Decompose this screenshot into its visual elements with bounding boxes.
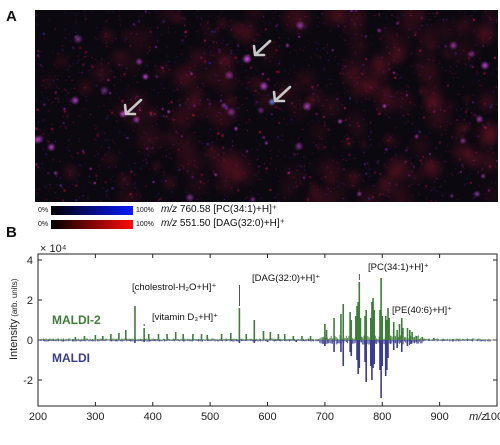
mz-label: m/z (161, 204, 178, 215)
legend-min-label: 0% (38, 207, 49, 214)
ion-text: 551.50 [DAG(32:0)+H]⁺ (179, 218, 285, 229)
arrow-icon (272, 85, 292, 103)
y-tick-label: 2 (27, 295, 33, 307)
x-tick-label: 200 (29, 411, 47, 423)
x-tick-label: 800 (373, 411, 391, 423)
panel-b-label: B (6, 224, 17, 241)
peak-annotation: [vitamin D₃+H]⁺ (152, 312, 218, 323)
exponent-label: × 10⁴ (40, 243, 67, 255)
x-tick-label: 300 (86, 411, 104, 423)
x-axis-title: m/z (469, 411, 487, 423)
legend-max-label: 100% (136, 221, 154, 228)
x-tick-label: 400 (144, 411, 162, 423)
peak-annotation: [PE(40:6)+H]⁺ (392, 305, 452, 316)
y-tick-label: 4 (27, 255, 33, 267)
legend-ion-label: m/z 551.50 [DAG(32:0)+H]⁺ (161, 218, 285, 229)
series-label-maldi: MALDI (52, 351, 90, 365)
mz-label: m/z (161, 218, 178, 229)
y-tick-label: 0 (27, 335, 33, 347)
peak-annotation: [cholestrol-H₂O+H]⁺ (132, 282, 216, 293)
arrow-icon (123, 98, 143, 116)
legend-max-label: 100% (136, 207, 154, 214)
peak-annotation: [PC(34:1)+H]⁺ (368, 262, 429, 273)
ms-image-panel (35, 10, 498, 202)
legend-ion-label: m/z 760.58 [PC(34:1)+H]⁺ (161, 204, 277, 215)
mass-spectrum-chart: 200 300 400 500 600 700 800 900 1000 -2 0 2 4 × 10⁴ MA… (8, 243, 500, 423)
y-axis-unit: (arb. units) (10, 278, 19, 319)
y-tick-label: -2 (23, 375, 33, 387)
ion-text: 760.58 [PC(34:1)+H]⁺ (179, 204, 278, 215)
x-tick-label: 600 (258, 411, 276, 423)
red-colorbar (51, 220, 133, 229)
x-tick-label: 500 (201, 411, 219, 423)
blue-colorbar (51, 206, 133, 215)
legend-min-label: 0% (38, 221, 49, 228)
panel-a-label: A (6, 8, 17, 25)
y-axis-title: Intensity (arb. units) (8, 278, 20, 360)
series-label-maldi2: MALDI-2 (52, 313, 101, 327)
x-tick-label: 900 (430, 411, 448, 423)
arrow-icon (252, 39, 272, 57)
ms-image (35, 10, 498, 202)
x-tick-label: 700 (316, 411, 334, 423)
x-tick-label: 1000 (485, 411, 500, 423)
peak-annotation: [DAG(32:0)+H]⁺ (252, 273, 320, 284)
